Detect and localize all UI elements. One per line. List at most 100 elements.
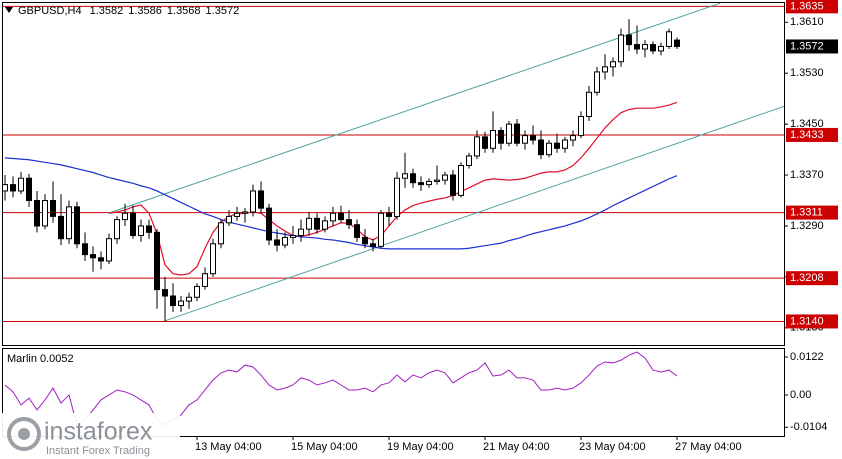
x-tick-label: 23 May 04:00 (579, 441, 646, 453)
candle-body (490, 129, 496, 149)
candle-body (482, 136, 488, 149)
candle-body (266, 207, 272, 241)
header-close: 1.3572 (206, 5, 240, 17)
candle-body (306, 217, 312, 230)
candle-body (586, 91, 592, 117)
candle-body (394, 177, 400, 217)
level-label-box (786, 0, 838, 14)
candle-body (602, 66, 608, 73)
candle-body (210, 243, 216, 275)
candle-body (506, 123, 512, 144)
candle-body (354, 224, 360, 238)
candle-body (658, 45, 664, 52)
indicator-tick-label: 0.0122 (790, 351, 824, 363)
candle-body (138, 225, 144, 237)
level-label: 1.3433 (790, 129, 824, 141)
candle-body (290, 235, 296, 238)
level-label: 1.3635 (790, 0, 824, 12)
header-low: 1.3568 (167, 5, 201, 17)
candle-body (386, 212, 392, 217)
candle-body (10, 184, 16, 192)
last-price-box (786, 39, 838, 54)
candle-body (122, 212, 128, 221)
candle-body (458, 164, 464, 196)
header-high: 1.3586 (128, 5, 162, 17)
candle-body (250, 190, 256, 213)
symbol: GBPUSD,H4 (18, 5, 82, 17)
candle-body (106, 238, 112, 262)
candle-body (186, 296, 192, 302)
candle-body (442, 174, 448, 181)
candle-body (434, 179, 440, 182)
candle-body (226, 215, 232, 224)
candle-body (618, 34, 624, 63)
level-label: 1.3140 (790, 315, 824, 327)
candle-body (274, 239, 280, 246)
candle-body (178, 300, 184, 307)
candle-body (298, 228, 304, 237)
candle-body (170, 295, 176, 307)
candle-body (282, 236, 288, 246)
candle-body (362, 236, 368, 245)
level-label: 1.3208 (790, 272, 824, 284)
candle-body (666, 31, 672, 47)
candle-body (546, 142, 552, 156)
indicator-tick-label: 0.00 (790, 389, 811, 401)
price-panel (2, 2, 784, 322)
level-label-box (786, 205, 838, 220)
watermark-logo (7, 417, 41, 451)
candle-body (378, 212, 384, 247)
candle-body (26, 177, 32, 202)
candle-body (58, 215, 64, 240)
candle-body (98, 257, 104, 262)
price-frame (2, 2, 785, 346)
candle-body (570, 135, 576, 141)
y-tick-label: 1.3370 (790, 169, 824, 181)
candle-body (114, 219, 120, 240)
candle-body (346, 219, 352, 226)
candle-body (242, 211, 248, 214)
candle-body (202, 273, 208, 287)
y-tick-label: 1.3450 (790, 118, 824, 130)
indicator-title: Marlin 0.0052 (7, 353, 74, 365)
candle-body (370, 243, 376, 247)
x-tick-label: 19 May 04:00 (387, 441, 454, 453)
candle-body (42, 200, 48, 227)
x-tick-label: 13 May 04:00 (195, 441, 262, 453)
candle-body (634, 44, 640, 50)
indicator-line (4, 351, 678, 426)
candle-body (194, 285, 200, 298)
candle-body (82, 243, 88, 256)
candle-body (50, 200, 56, 217)
candle-body (650, 44, 656, 52)
candle-body (218, 222, 224, 245)
candle-body (594, 71, 600, 93)
candle-body (578, 115, 584, 137)
candle-body (162, 289, 168, 297)
y-tick-label: 1.3530 (790, 67, 824, 79)
candle-body (514, 123, 520, 144)
candle-body (90, 254, 96, 259)
candle-body (338, 212, 344, 221)
candle-body (410, 173, 416, 184)
level-label: 1.3311 (790, 207, 823, 219)
level-label-box (786, 314, 838, 329)
y-tick-label: 1.3610 (790, 16, 824, 28)
candle-body (322, 220, 328, 230)
candle-body (2, 184, 8, 192)
x-tick-label: 27 May 04:00 (675, 441, 742, 453)
x-tick-label: 15 May 04:00 (291, 441, 358, 453)
candle-body (538, 139, 544, 156)
candle-body (34, 200, 40, 227)
candle-body (674, 39, 680, 47)
candle-body (450, 174, 456, 196)
candle-body (554, 142, 560, 149)
chart-header: GBPUSD,H4 1.3582 1.3586 1.3568 1.3572 (18, 5, 239, 17)
candle-body (130, 212, 136, 237)
candle-body (642, 44, 648, 50)
watermark: instaforex Instant Forex Trading (0, 413, 180, 459)
candle-body (498, 129, 504, 144)
menu-triangle (5, 7, 13, 13)
